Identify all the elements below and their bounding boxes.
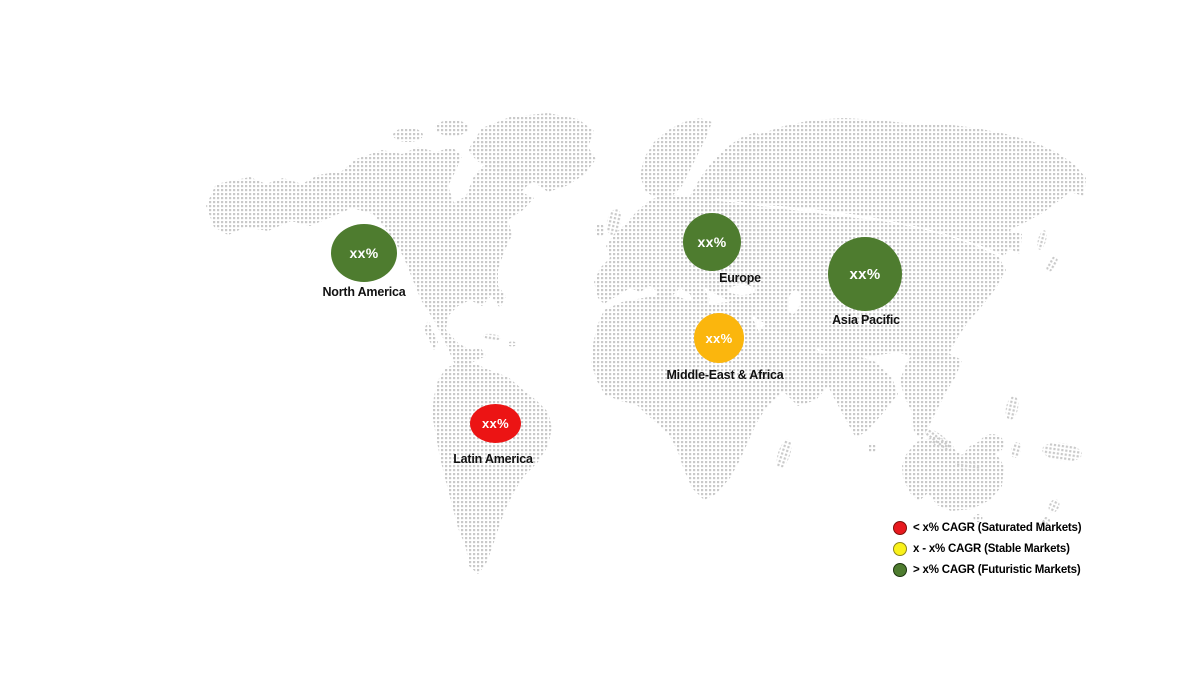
island-new-zealand-south	[1037, 516, 1051, 532]
region-bubble-europe: xx%	[683, 213, 741, 271]
island-madagascar	[776, 439, 792, 469]
legend-label-stable: x - x% CAGR (Stable Markets)	[913, 543, 1070, 555]
legend-dot-saturated	[893, 521, 907, 535]
legend-dot-futuristic	[893, 563, 907, 577]
region-label-latin-america: Latin America	[453, 452, 533, 466]
peninsula-scandinavia	[640, 118, 712, 200]
region-label-asia-pacific: Asia Pacific	[832, 313, 900, 327]
region-label-middle-east-africa: Middle-East & Africa	[666, 368, 784, 382]
island-new-zealand-north	[1048, 499, 1060, 513]
peninsula-baja	[424, 320, 438, 350]
island-arctic-1	[393, 128, 423, 142]
region-bubble-asia-pacific: xx%	[828, 237, 902, 311]
region-value-middle-east-africa: xx%	[705, 330, 733, 346]
island-japan	[1046, 255, 1058, 273]
legend: < x% CAGR (Saturated Markets) x - x% CAG…	[893, 521, 1082, 577]
legend-label-futuristic: > x% CAGR (Futuristic Markets)	[913, 564, 1081, 576]
island-ireland	[595, 224, 605, 236]
island-cuba	[483, 333, 501, 341]
continent-south-america	[432, 361, 552, 574]
continent-australia	[902, 437, 1004, 511]
sea-black	[729, 285, 755, 295]
island-iceland	[561, 157, 583, 169]
island-philippines	[1005, 396, 1019, 420]
island-new-guinea	[1042, 442, 1082, 462]
subcontinent-india	[816, 352, 898, 438]
legend-item-saturated: < x% CAGR (Saturated Markets)	[893, 521, 1082, 535]
region-bubble-middle-east-africa: xx%	[694, 313, 744, 363]
region-value-europe: xx%	[697, 234, 727, 250]
island-hispaniola	[507, 341, 517, 347]
peninsula-indochina	[900, 348, 962, 440]
island-great-britain	[606, 209, 622, 235]
legend-label-saturated: < x% CAGR (Saturated Markets)	[913, 522, 1082, 534]
region-bubble-north-america: xx%	[331, 224, 397, 282]
peninsula-korea	[1008, 230, 1022, 254]
legend-item-futuristic: > x% CAGR (Futuristic Markets)	[893, 563, 1081, 577]
island-greenland	[468, 113, 596, 192]
region-value-latin-america: xx%	[482, 416, 509, 431]
island-tasmania	[973, 514, 983, 522]
continent-north-america	[206, 147, 534, 390]
island-sakhalin	[1037, 230, 1047, 250]
region-value-north-america: xx%	[349, 245, 379, 261]
continent-siberia	[700, 118, 1086, 256]
region-bubble-latin-america: xx%	[470, 404, 521, 443]
island-sulawesi	[1010, 442, 1022, 458]
island-sri-lanka	[868, 443, 876, 453]
sea-caspian	[787, 290, 801, 314]
legend-dot-stable	[893, 542, 907, 556]
region-label-north-america: North America	[322, 285, 406, 299]
legend-item-stable: x - x% CAGR (Stable Markets)	[893, 542, 1081, 556]
island-arctic-2	[435, 120, 469, 136]
peninsula-arabia	[758, 322, 834, 406]
continent-africa	[591, 293, 796, 500]
region-value-asia-pacific: xx%	[849, 265, 881, 283]
region-label-europe: Europe	[719, 271, 761, 285]
